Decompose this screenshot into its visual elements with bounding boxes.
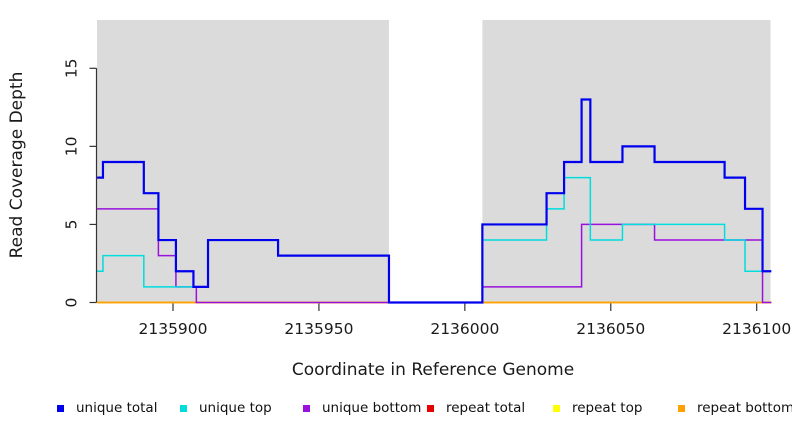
legend-item-repeat-bottom: repeat bottom [678, 398, 792, 418]
legend-label: repeat total [446, 400, 526, 416]
legend-item-unique-total: unique total [57, 398, 157, 418]
x-tick-label: 2135900 [138, 320, 207, 338]
legend-item-repeat-top: repeat top [553, 398, 642, 418]
legend-label: unique bottom [322, 400, 422, 416]
legend-swatch-icon [678, 404, 685, 412]
y-tick-label: 0 [63, 298, 81, 308]
legend-swatch-icon [553, 404, 560, 412]
legend-label: repeat bottom [697, 400, 792, 416]
legend-label: repeat top [572, 400, 643, 416]
legend-swatch-icon [427, 404, 434, 412]
legend-item-unique-top: unique top [180, 398, 272, 418]
x-tick-label: 2136100 [722, 320, 791, 338]
legend-swatch-icon [57, 404, 64, 412]
series-line-unique-total [97, 98, 772, 304]
y-tick-label: 5 [63, 219, 81, 229]
x-tick-label: 2136000 [430, 320, 499, 338]
y-tick-label: 10 [63, 137, 81, 157]
legend-item-repeat-total: repeat total [427, 398, 525, 418]
legend-label: unique total [76, 400, 158, 416]
chart-legend: unique total unique top unique bottom repea… [0, 398, 792, 422]
legend-item-unique-bottom: unique bottom [303, 398, 421, 418]
x-tick-label: 2135950 [284, 320, 353, 338]
legend-swatch-icon [180, 404, 187, 412]
y-tick-label: 15 [63, 58, 81, 78]
x-tick-label: 2136050 [576, 320, 645, 338]
x-axis-title: Coordinate in Reference Genome [291, 360, 575, 380]
legend-swatch-icon [303, 404, 310, 412]
no-data-gap-band [388, 20, 483, 303]
legend-label: unique top [199, 400, 272, 416]
y-axis-title: Read Coverage Depth [7, 71, 27, 259]
series-line-unique-top [97, 176, 772, 304]
